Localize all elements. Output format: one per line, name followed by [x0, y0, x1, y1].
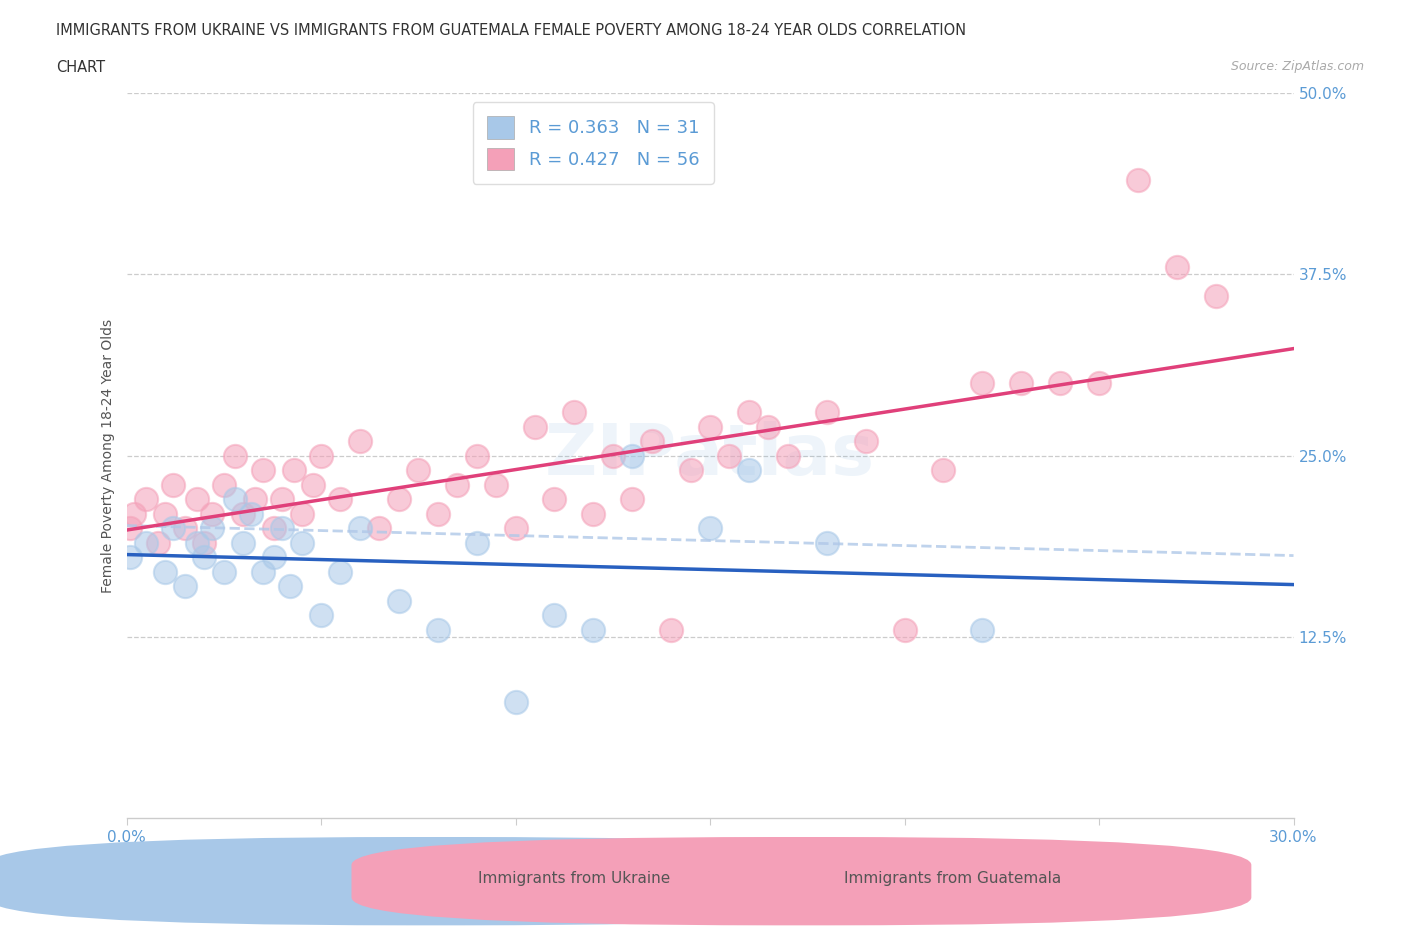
- Point: [302, 477, 325, 492]
- Point: [212, 477, 235, 492]
- Point: [1126, 173, 1149, 188]
- Legend: R = 0.363   N = 31, R = 0.427   N = 56: R = 0.363 N = 31, R = 0.427 N = 56: [472, 102, 714, 184]
- Text: IMMIGRANTS FROM UKRAINE VS IMMIGRANTS FROM GUATEMALA FEMALE POVERTY AMONG 18-24 : IMMIGRANTS FROM UKRAINE VS IMMIGRANTS FR…: [56, 23, 966, 38]
- Point: [252, 463, 274, 478]
- Point: [621, 492, 644, 507]
- Point: [582, 622, 605, 637]
- Point: [505, 695, 527, 710]
- Text: Immigrants from Ukraine: Immigrants from Ukraine: [478, 871, 671, 886]
- Point: [283, 463, 305, 478]
- Point: [426, 506, 449, 521]
- Point: [738, 405, 761, 419]
- Point: [120, 521, 142, 536]
- Point: [224, 492, 246, 507]
- Point: [232, 506, 254, 521]
- Point: [543, 492, 565, 507]
- Point: [641, 433, 664, 448]
- Point: [309, 448, 332, 463]
- Point: [465, 536, 488, 551]
- Point: [659, 622, 682, 637]
- Point: [155, 506, 177, 521]
- Point: [738, 463, 761, 478]
- Point: [155, 565, 177, 579]
- Point: [855, 433, 877, 448]
- Point: [505, 521, 527, 536]
- Point: [252, 565, 274, 579]
- Point: [309, 608, 332, 623]
- Point: [699, 419, 721, 434]
- Point: [186, 492, 208, 507]
- Point: [543, 608, 565, 623]
- Point: [174, 521, 197, 536]
- Point: [523, 419, 546, 434]
- Point: [124, 506, 146, 521]
- Point: [408, 463, 430, 478]
- Text: ZIPatlas: ZIPatlas: [546, 421, 875, 490]
- Y-axis label: Female Poverty Among 18-24 Year Olds: Female Poverty Among 18-24 Year Olds: [101, 319, 115, 592]
- Point: [290, 506, 312, 521]
- Point: [193, 536, 215, 551]
- FancyBboxPatch shape: [0, 837, 886, 925]
- Point: [815, 536, 838, 551]
- Point: [186, 536, 208, 551]
- Point: [368, 521, 391, 536]
- Point: [243, 492, 266, 507]
- Point: [278, 578, 301, 593]
- Text: Source: ZipAtlas.com: Source: ZipAtlas.com: [1230, 60, 1364, 73]
- Point: [972, 376, 994, 391]
- Point: [562, 405, 585, 419]
- Point: [582, 506, 605, 521]
- Point: [290, 536, 312, 551]
- Point: [602, 448, 624, 463]
- Point: [756, 419, 779, 434]
- Point: [1049, 376, 1071, 391]
- Point: [232, 536, 254, 551]
- Point: [776, 448, 799, 463]
- Point: [329, 492, 352, 507]
- Point: [120, 550, 142, 565]
- Point: [1088, 376, 1111, 391]
- Point: [932, 463, 955, 478]
- Point: [699, 521, 721, 536]
- Point: [162, 521, 184, 536]
- Point: [485, 477, 508, 492]
- Point: [972, 622, 994, 637]
- Point: [263, 550, 285, 565]
- Text: CHART: CHART: [56, 60, 105, 75]
- Point: [263, 521, 285, 536]
- Point: [465, 448, 488, 463]
- Point: [621, 448, 644, 463]
- Point: [224, 448, 246, 463]
- Point: [135, 492, 157, 507]
- Point: [1205, 288, 1227, 303]
- Point: [201, 506, 224, 521]
- Point: [240, 506, 263, 521]
- Point: [193, 550, 215, 565]
- Point: [1010, 376, 1032, 391]
- Point: [426, 622, 449, 637]
- Point: [146, 536, 169, 551]
- Point: [212, 565, 235, 579]
- Point: [162, 477, 184, 492]
- Point: [135, 536, 157, 551]
- Point: [201, 521, 224, 536]
- Point: [349, 433, 371, 448]
- Point: [815, 405, 838, 419]
- Point: [679, 463, 702, 478]
- Point: [271, 521, 294, 536]
- Point: [446, 477, 468, 492]
- Point: [329, 565, 352, 579]
- Point: [349, 521, 371, 536]
- Point: [388, 593, 411, 608]
- Point: [1166, 259, 1188, 274]
- Point: [893, 622, 915, 637]
- FancyBboxPatch shape: [352, 837, 1251, 925]
- Point: [388, 492, 411, 507]
- Point: [718, 448, 741, 463]
- Point: [271, 492, 294, 507]
- Text: Immigrants from Guatemala: Immigrants from Guatemala: [844, 871, 1062, 886]
- Point: [174, 578, 197, 593]
